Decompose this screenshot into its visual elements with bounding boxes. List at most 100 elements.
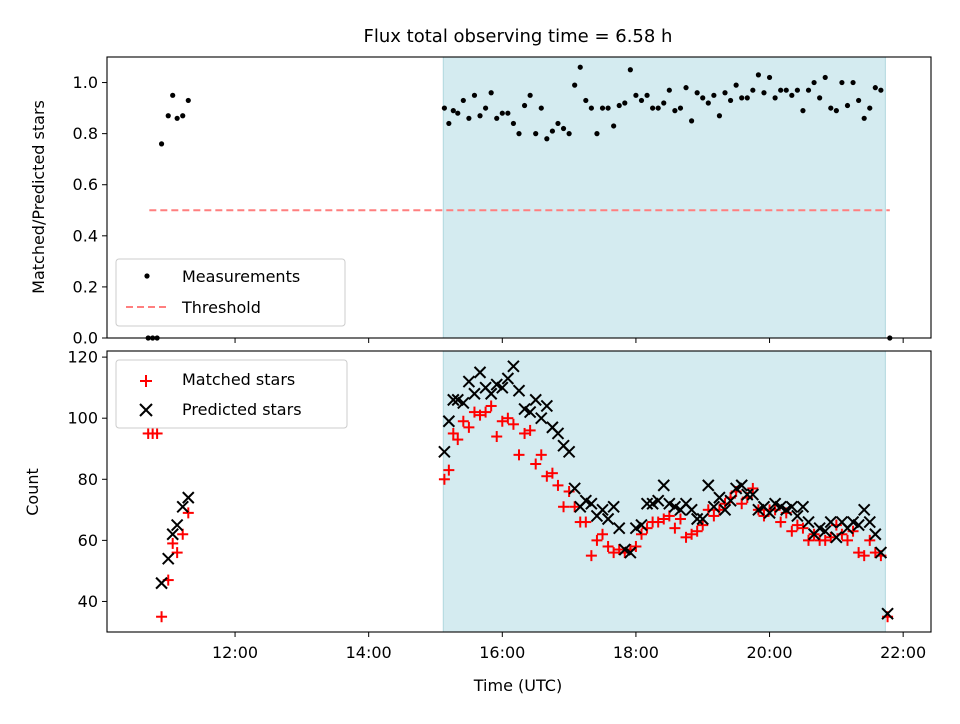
measurement-point — [650, 105, 656, 111]
matched-star-marker — [468, 406, 480, 418]
measurement-point — [583, 97, 589, 104]
predicted-star-marker — [607, 500, 620, 513]
predicted-star-marker — [796, 500, 810, 513]
measurement-point — [688, 118, 695, 124]
measurement-point — [766, 74, 773, 81]
predicted-star-marker — [857, 503, 871, 517]
measurement-point — [817, 95, 823, 101]
matched-star-marker — [443, 464, 455, 476]
measurement-point — [505, 110, 511, 116]
measurement-point — [811, 79, 817, 86]
matched-star-marker — [669, 522, 681, 534]
predicted-star-marker — [819, 524, 832, 538]
predicted-star-marker — [162, 552, 175, 565]
matched-star-marker — [519, 427, 531, 439]
matched-star-marker — [457, 415, 469, 427]
matched-star-marker — [858, 550, 870, 562]
matched-star-marker — [569, 501, 581, 513]
predicted-star-marker — [874, 546, 888, 559]
matched-star-marker — [736, 498, 748, 510]
matched-star-marker — [491, 431, 503, 443]
matched-star-marker — [171, 547, 183, 559]
y-tick-label: 0.4 — [73, 226, 98, 245]
predicted-star-marker — [529, 393, 542, 407]
measurement-point — [850, 79, 856, 86]
measurement-point — [516, 131, 522, 137]
matched-star-marker — [613, 544, 625, 556]
predicted-star-marker — [523, 405, 537, 419]
measurement-point — [750, 87, 756, 93]
measurement-point — [672, 108, 678, 114]
matched-star-marker — [524, 424, 536, 436]
measurement-point — [794, 87, 800, 93]
measurement-point — [861, 115, 867, 121]
y-tick-label: 120 — [67, 348, 98, 367]
measurement-point — [727, 97, 734, 104]
matched-star-marker — [608, 547, 620, 559]
y-tick-label: 0.8 — [73, 124, 98, 143]
bottom-x-ticks: 12:00 14:00 16:00 18:00 20:00 22:00 — [212, 632, 926, 662]
matched-stars-points — [142, 400, 894, 623]
measurement-point — [761, 90, 767, 96]
matched-star-marker — [485, 400, 497, 412]
measurement-point — [549, 128, 556, 134]
measurement-point — [666, 87, 672, 93]
legend-measurements-marker — [144, 273, 150, 279]
predicted-star-marker — [507, 360, 520, 373]
matched-star-marker — [708, 510, 720, 522]
x-tick-label: 14:00 — [346, 643, 392, 662]
matched-star-marker — [552, 479, 564, 491]
matched-star-marker — [652, 516, 664, 528]
matched-star-marker — [182, 507, 194, 519]
predicted-star-marker — [176, 500, 189, 513]
predicted-star-marker — [447, 393, 460, 407]
y-tick-label: 60 — [78, 531, 98, 550]
predicted-star-marker — [763, 506, 776, 520]
predicted-star-marker — [170, 518, 184, 532]
predicted-star-marker — [696, 512, 709, 526]
measurement-point — [477, 113, 483, 119]
bottom-legend-frame — [115, 359, 348, 429]
y-tick-label: 40 — [78, 592, 98, 611]
measurement-point — [174, 115, 180, 121]
matched-star-marker — [597, 528, 609, 540]
measurement-point — [633, 92, 639, 98]
matched-star-marker — [535, 449, 547, 461]
matched-star-marker — [167, 537, 179, 549]
x-tick-label: 22:00 — [880, 643, 926, 662]
x-axis-label: Time (UTC) — [473, 676, 562, 695]
measurement-point — [533, 131, 539, 137]
predicted-star-marker — [182, 491, 195, 504]
matched-star-marker — [541, 470, 553, 482]
predicted-star-marker — [707, 500, 721, 513]
matched-star-marker — [513, 449, 525, 461]
predicted-star-marker — [824, 515, 837, 529]
predicted-star-marker — [802, 515, 815, 529]
measurement-point — [716, 113, 723, 119]
predicted-star-marker — [657, 479, 670, 492]
predicted-star-marker — [585, 497, 598, 510]
top-x-ticks — [234, 338, 904, 343]
predicted-star-marker — [468, 387, 481, 400]
matched-star-marker — [819, 534, 831, 546]
matched-star-marker — [502, 412, 514, 424]
predicted-star-marker — [713, 491, 726, 504]
predicted-star-marker — [473, 366, 487, 379]
matched-star-marker — [530, 458, 542, 470]
predicted-star-marker — [791, 509, 804, 523]
measurement-point — [460, 97, 466, 104]
predicted-star-marker — [741, 488, 754, 501]
measurement-point — [839, 79, 845, 86]
measurement-point — [499, 110, 505, 116]
measurement-point — [544, 136, 550, 142]
predicted-stars-points — [155, 360, 894, 620]
bottom-legend: Matched stars Predicted stars — [115, 359, 348, 429]
predicted-star-marker — [568, 482, 581, 495]
measurement-point — [755, 72, 762, 78]
matched-star-marker — [580, 516, 592, 528]
predicted-star-marker — [635, 518, 648, 532]
measurement-point — [510, 120, 517, 127]
measurement-point — [616, 102, 622, 109]
matched-star-marker — [177, 528, 189, 540]
